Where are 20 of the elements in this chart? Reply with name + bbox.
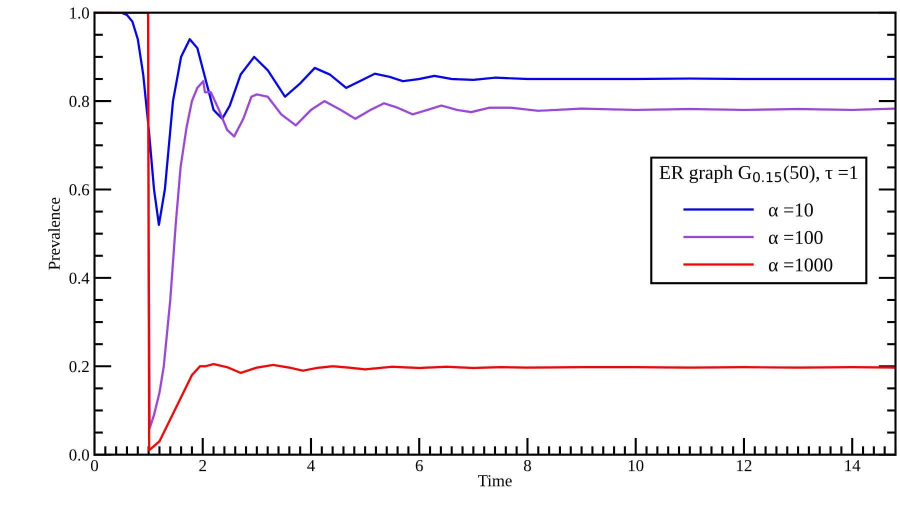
x-axis-title: Time <box>478 475 512 486</box>
legend-title: ER graph G$_{0.15}$(50), τ =1 <box>660 165 858 184</box>
x-tick-label: 8 <box>524 460 532 472</box>
x-tick-label: 6 <box>416 460 423 472</box>
x-tick-label: 14 <box>845 460 860 472</box>
y-axis-title: Prevalence <box>48 198 60 270</box>
y-tick-label: 1.0 <box>70 7 90 19</box>
legend-label: α =1000 <box>768 258 832 272</box>
x-tick-label: 0 <box>90 460 98 472</box>
legend-label: α =10 <box>768 203 813 217</box>
y-tick-label: 0.0 <box>69 449 90 461</box>
x-tick-label: 10 <box>628 460 644 472</box>
y-tick-label: 0.4 <box>69 272 90 284</box>
y-tick-label: 0.2 <box>69 360 89 372</box>
legend-label: α =100 <box>768 230 823 244</box>
x-tick-label: 4 <box>307 460 315 472</box>
y-tick-label: 0.8 <box>69 96 90 108</box>
x-tick-label: 12 <box>737 460 752 472</box>
y-tick-label: 0.6 <box>69 184 90 196</box>
x-tick-label: 2 <box>199 460 206 472</box>
